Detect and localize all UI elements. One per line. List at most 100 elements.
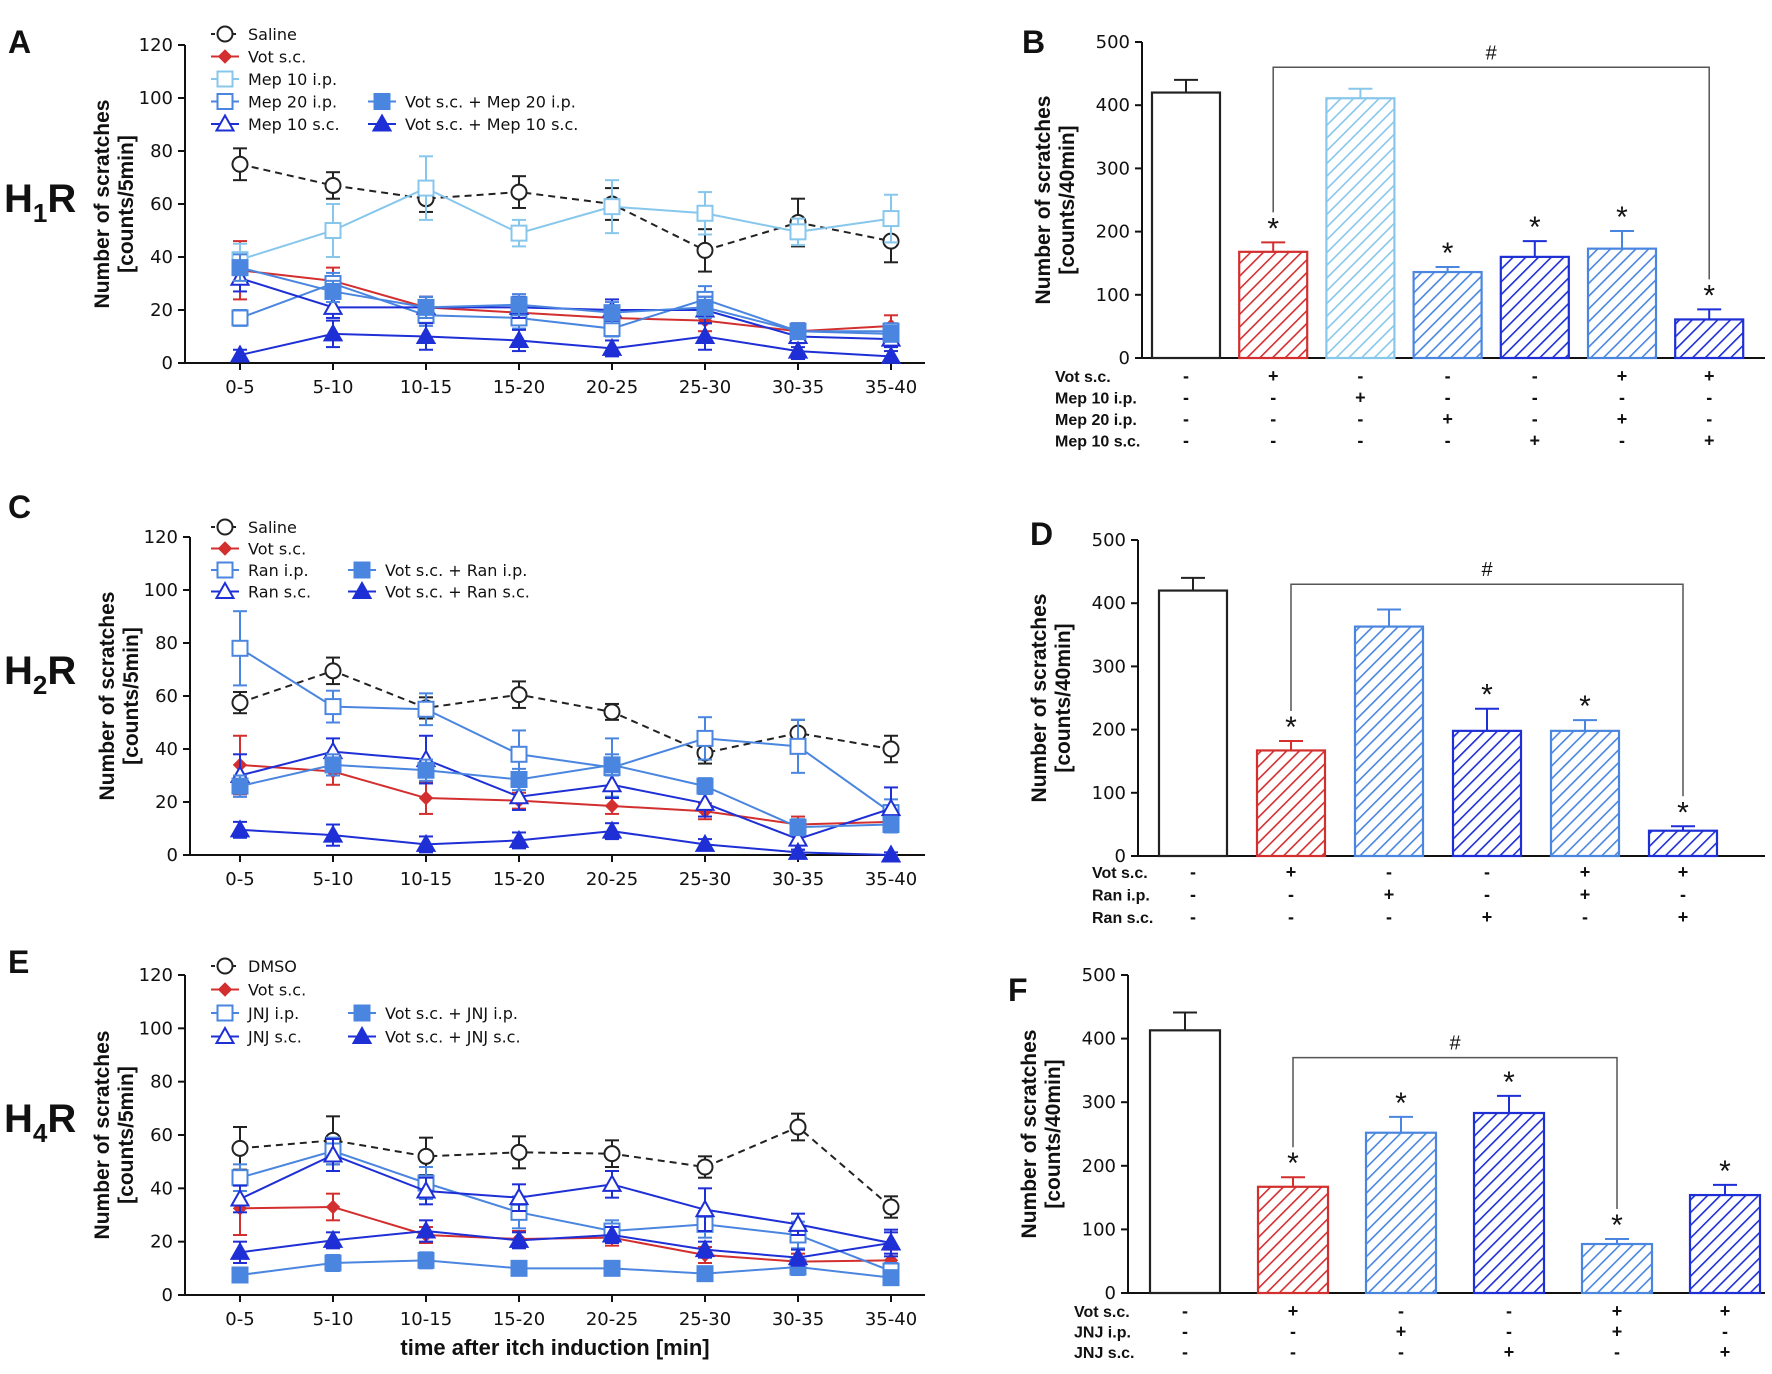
- bar: [1586, 247, 1658, 360]
- treatment-label: JNJ s.c.: [1074, 1345, 1134, 1362]
- treatment-sign: -: [1398, 1342, 1404, 1362]
- y-tick-label: 400: [1082, 1029, 1116, 1050]
- treatment-sign: -: [1183, 388, 1189, 408]
- y-axis-label-units: [counts/5min]: [120, 627, 143, 765]
- y-tick-label: 500: [1096, 32, 1130, 53]
- significance-star: *: [1287, 1147, 1299, 1180]
- data-point: [694, 833, 716, 852]
- data-point: [325, 1199, 341, 1215]
- treatment-sign: -: [1182, 1301, 1188, 1321]
- x-tick-label: 15-20: [493, 377, 545, 398]
- y-tick-label: 100: [139, 1018, 173, 1039]
- legend-marker: [216, 561, 234, 579]
- treatment-sign: -: [1614, 1342, 1620, 1362]
- series-line: [239, 163, 892, 252]
- treatment-sign: -: [1357, 409, 1363, 429]
- legend-label: Saline: [248, 518, 297, 537]
- legend-label: Vot s.c. + JNJ s.c.: [385, 1028, 521, 1047]
- data-point: [880, 345, 902, 364]
- data-point: [231, 155, 249, 173]
- treatment-sign: +: [1678, 862, 1689, 882]
- series-vot-s-c-mep-10-s-c-: [229, 319, 902, 364]
- panel-letter: D: [1030, 516, 1053, 552]
- receptor-label: H4R: [4, 1097, 76, 1148]
- data-point: [882, 325, 900, 343]
- treatment-sign: -: [1722, 1322, 1728, 1342]
- treatment-sign: -: [1445, 388, 1451, 408]
- bracket-line: [1290, 583, 1684, 797]
- comparison-bracket: #: [1272, 42, 1710, 280]
- data-point: [508, 329, 530, 348]
- x-tick-label: 25-30: [679, 1309, 731, 1330]
- treatment-sign: -: [1619, 388, 1625, 408]
- treatment-sign: -: [1182, 1342, 1188, 1362]
- y-tick-label: 40: [155, 739, 178, 760]
- data-point: [417, 298, 435, 316]
- treatment-sign: +: [1617, 409, 1628, 429]
- data-point: [418, 790, 434, 806]
- treatment-sign: -: [1484, 885, 1490, 905]
- data-point: [694, 325, 716, 344]
- data-point: [322, 1229, 344, 1248]
- treatment-sign: -: [1183, 431, 1189, 451]
- receptor-tail: R: [47, 177, 76, 221]
- y-tick-label: 80: [150, 141, 173, 162]
- significance-star: *: [1503, 1066, 1515, 1099]
- bar-group: [1157, 576, 1229, 858]
- treatment-sign: -: [1183, 366, 1189, 386]
- series-jnj-s-c-: [229, 1138, 902, 1258]
- x-tick-label: 0-5: [225, 869, 254, 890]
- y-tick-label: 0: [1115, 846, 1126, 867]
- treatment-sign: +: [1442, 409, 1453, 429]
- data-point: [882, 1198, 900, 1216]
- data-point: [324, 756, 342, 774]
- x-tick-label: 35-40: [865, 1309, 917, 1330]
- treatment-sign: -: [1445, 431, 1451, 451]
- treatment-sign: -: [1290, 1342, 1296, 1362]
- data-point: [231, 1266, 249, 1284]
- treatment-sign: +: [1720, 1301, 1731, 1321]
- legend-marker: [217, 541, 233, 556]
- x-tick-label: 25-30: [679, 377, 731, 398]
- treatment-sign: -: [1619, 431, 1625, 451]
- data-point: [417, 1147, 435, 1165]
- treatment-sign: -: [1190, 907, 1196, 927]
- series-line: [239, 282, 891, 333]
- bar-group: *: [1451, 679, 1523, 858]
- treatment-label: Mep 20 i.p.: [1055, 412, 1137, 429]
- treatment-sign: -: [1706, 409, 1712, 429]
- bar: [1325, 97, 1396, 360]
- y-tick-label: 120: [139, 965, 173, 986]
- legend-marker: [371, 113, 393, 132]
- data-point: [882, 1269, 900, 1287]
- bar-group: *: [1674, 279, 1745, 360]
- bracket-label: #: [1486, 42, 1498, 64]
- x-axis-label: time after itch induction [min]: [400, 1335, 709, 1360]
- data-point: [231, 309, 249, 327]
- legend-label: Vot s.c.: [248, 981, 306, 1000]
- y-tick-label: 300: [1096, 158, 1130, 179]
- y-tick-label: 200: [1082, 1156, 1116, 1177]
- data-point: [510, 1259, 528, 1277]
- legend-label: Vot s.c. + Mep 10 s.c.: [405, 115, 578, 134]
- legend: DMSO Vot s.c. JNJ i.p. Vot s.c. + JNJ i.p. J…: [211, 957, 521, 1047]
- series-line: [239, 763, 892, 826]
- series-line: [239, 266, 892, 335]
- series-line: [239, 669, 892, 755]
- treatment-sign: +: [1617, 366, 1628, 386]
- treatment-sign: -: [1706, 388, 1712, 408]
- legend-label: Ran s.c.: [248, 583, 311, 602]
- bar-group: [1353, 608, 1425, 858]
- treatment-sign: -: [1532, 409, 1538, 429]
- treatment-sign: -: [1506, 1301, 1512, 1321]
- panel-letter: E: [8, 944, 29, 980]
- treatment-sign: +: [1482, 907, 1493, 927]
- data-point: [882, 210, 900, 228]
- y-tick-label: 0: [162, 353, 173, 374]
- x-tick-label: 0-5: [225, 377, 254, 398]
- data-point: [880, 844, 902, 863]
- data-point: [229, 1241, 251, 1260]
- legend-label: JNJ i.p.: [247, 1004, 299, 1023]
- legend-label: JNJ s.c.: [247, 1028, 302, 1047]
